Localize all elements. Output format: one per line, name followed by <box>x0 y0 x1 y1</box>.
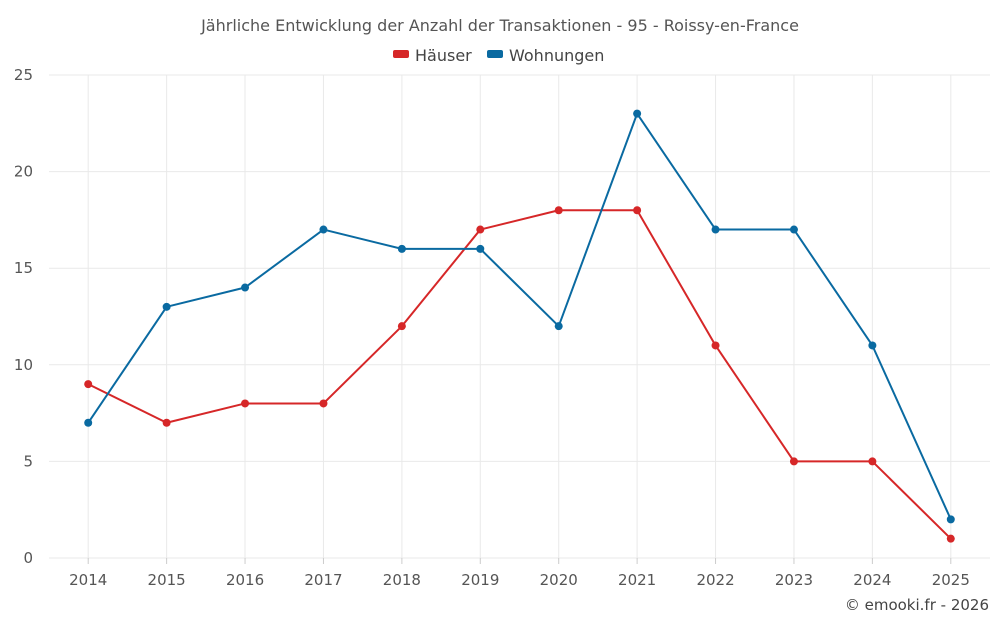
legend-swatch-haeuser <box>393 50 409 58</box>
data-point[interactable] <box>789 225 798 234</box>
data-point[interactable] <box>789 457 798 466</box>
legend-swatch-wohnungen <box>487 50 503 58</box>
x-tick-label: 2019 <box>461 571 499 589</box>
data-point[interactable] <box>554 322 563 331</box>
data-point[interactable] <box>397 322 406 331</box>
data-point[interactable] <box>241 283 250 292</box>
series-line <box>87 209 952 540</box>
data-point[interactable] <box>554 206 563 215</box>
x-tick-label: 2024 <box>853 571 891 589</box>
legend-item-wohnungen[interactable]: Wohnungen <box>487 46 604 65</box>
x-tick-label: 2015 <box>148 571 186 589</box>
x-tick-label: 2020 <box>540 571 578 589</box>
x-tick-label: 2022 <box>696 571 734 589</box>
legend-item-haeuser[interactable]: Häuser <box>393 46 472 65</box>
x-tick-label: 2025 <box>932 571 970 589</box>
y-tick-label: 10 <box>14 356 33 374</box>
data-point[interactable] <box>711 341 720 350</box>
x-tick-label: 2021 <box>618 571 656 589</box>
y-tick-label: 20 <box>14 163 33 181</box>
series-line <box>87 112 952 520</box>
data-point[interactable] <box>319 225 328 234</box>
legend-label-haeuser: Häuser <box>415 46 472 65</box>
data-point[interactable] <box>633 109 642 118</box>
grid <box>49 74 990 559</box>
data-point[interactable] <box>946 515 955 524</box>
data-point[interactable] <box>476 225 485 234</box>
series-häuser <box>84 206 955 543</box>
data-point[interactable] <box>162 418 171 427</box>
legend-label-wohnungen: Wohnungen <box>509 46 604 65</box>
data-point[interactable] <box>397 244 406 253</box>
data-point[interactable] <box>633 206 642 215</box>
data-point[interactable] <box>946 534 955 543</box>
data-point[interactable] <box>868 457 877 466</box>
data-point[interactable] <box>241 399 250 408</box>
series-wohnungen <box>84 109 955 524</box>
y-axis: 0 5 10 15 20 25 <box>14 66 33 567</box>
x-tick-label: 2014 <box>69 571 107 589</box>
y-tick-label: 5 <box>23 452 33 470</box>
data-point[interactable] <box>84 418 93 427</box>
legend: Häuser Wohnungen <box>393 46 604 65</box>
x-tick-label: 2016 <box>226 571 264 589</box>
series <box>84 109 955 543</box>
y-tick-label: 15 <box>14 259 33 277</box>
data-point[interactable] <box>711 225 720 234</box>
x-axis: 2014 2015 2016 2017 2018 2019 2020 2021 2022 2023… <box>69 558 970 589</box>
data-point[interactable] <box>868 341 877 350</box>
data-point[interactable] <box>84 380 93 389</box>
data-point[interactable] <box>162 302 171 311</box>
x-tick-label: 2018 <box>383 571 421 589</box>
x-tick-label: 2017 <box>304 571 342 589</box>
chart-title: Jährliche Entwicklung der Anzahl der Tra… <box>200 16 799 35</box>
y-tick-label: 25 <box>14 66 33 84</box>
x-tick-label: 2023 <box>775 571 813 589</box>
y-tick-label: 0 <box>23 549 33 567</box>
credit-text: © emooki.fr - 2026 <box>845 596 989 614</box>
data-point[interactable] <box>476 244 485 253</box>
data-point[interactable] <box>319 399 328 408</box>
